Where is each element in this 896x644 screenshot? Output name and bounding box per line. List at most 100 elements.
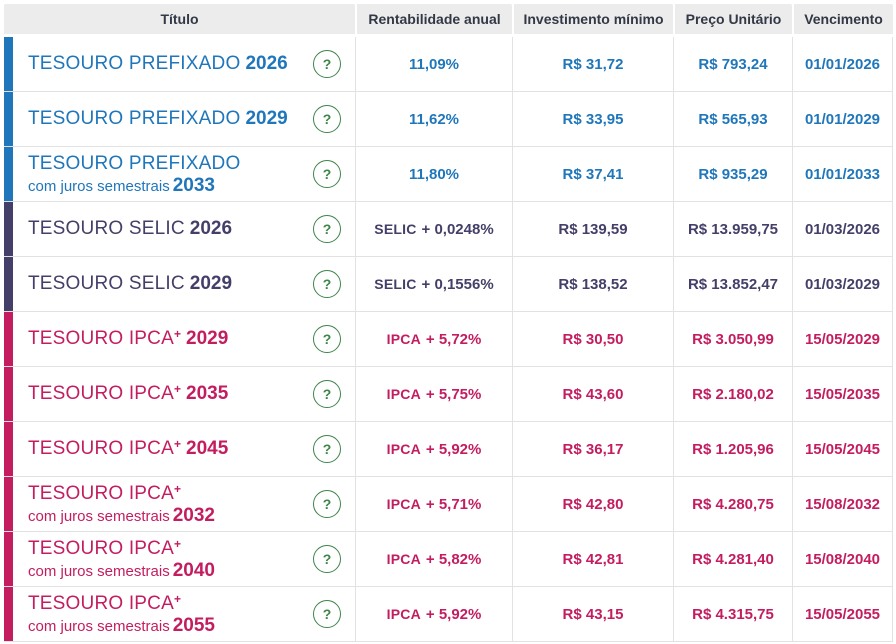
- bond-title-cell: TESOURO PREFIXADO 2026 ?: [4, 37, 355, 91]
- help-icon[interactable]: ?: [313, 270, 341, 298]
- rate-value: + 5,82%: [425, 550, 482, 568]
- rate-value: + 5,92%: [425, 605, 482, 623]
- plus-sup-icon: +: [173, 481, 181, 496]
- bond-title-line2: com juros semestrais 2033: [28, 174, 313, 197]
- plus-sup-icon: +: [173, 327, 181, 341]
- help-icon[interactable]: ?: [313, 325, 341, 353]
- table-row[interactable]: TESOURO IPCA+ com juros semestrais 2032 ?…: [4, 477, 893, 532]
- rate-value: + 0,1556%: [421, 275, 494, 293]
- min-investment-cell: R$ 43,15: [512, 587, 673, 641]
- rate-index-label: SELIC: [374, 221, 417, 237]
- unit-price-cell: R$ 935,29: [673, 147, 792, 201]
- table-row[interactable]: TESOURO IPCA+ com juros semestrais 2055 ?…: [4, 587, 893, 642]
- bond-name: TESOURO SELIC: [28, 273, 185, 294]
- maturity-cell: 15/05/2045: [792, 422, 893, 476]
- table-row[interactable]: TESOURO PREFIXADO 2026 ? 11,09% R$ 31,72 …: [4, 37, 893, 92]
- annual-rate-cell: SELIC + 0,0248%: [355, 202, 512, 256]
- column-header-preco: Preço Unitário: [673, 4, 792, 34]
- plus-sup-icon: +: [173, 591, 181, 606]
- help-icon[interactable]: ?: [313, 160, 341, 188]
- annual-rate-cell: IPCA + 5,75%: [355, 367, 512, 421]
- bond-name: TESOURO PREFIXADO: [28, 152, 241, 174]
- unit-price-cell: R$ 4.315,75: [673, 587, 792, 641]
- bond-title-cell: TESOURO SELIC 2029 ?: [4, 257, 355, 311]
- bond-title-cell: TESOURO IPCA+ com juros semestrais 2040 ?: [4, 532, 355, 586]
- rate-value: + 5,71%: [425, 495, 482, 513]
- rate-value: + 5,72%: [425, 330, 482, 348]
- table-row[interactable]: TESOURO SELIC 2029 ? SELIC + 0,1556% R$ 13…: [4, 257, 893, 312]
- bond-name: TESOURO PREFIXADO: [28, 108, 241, 129]
- bond-title: TESOURO SELIC 2029: [28, 272, 313, 296]
- column-header-rentabilidade: Rentabilidade anual: [355, 4, 512, 34]
- table-row[interactable]: TESOURO IPCA+ com juros semestrais 2040 ?…: [4, 532, 893, 587]
- bond-name: TESOURO IPCA: [28, 328, 174, 349]
- bond-year: 2040: [172, 559, 215, 581]
- min-investment-cell: R$ 42,81: [512, 532, 673, 586]
- bond-name: TESOURO IPCA: [28, 537, 174, 559]
- annual-rate-cell: IPCA + 5,92%: [355, 587, 512, 641]
- bond-year: 2032: [172, 504, 215, 526]
- bond-title-cell: TESOURO PREFIXADO com juros semestrais 20…: [4, 147, 355, 201]
- table-row[interactable]: TESOURO SELIC 2026 ? SELIC + 0,0248% R$ 13…: [4, 202, 893, 257]
- bond-year: 2029: [189, 273, 233, 294]
- rate-index-label: IPCA: [386, 331, 421, 347]
- help-icon[interactable]: ?: [313, 380, 341, 408]
- bond-year: 2045: [186, 438, 229, 459]
- bond-year: 2033: [172, 174, 215, 196]
- table-row[interactable]: TESOURO PREFIXADO com juros semestrais 20…: [4, 147, 893, 202]
- bond-title: TESOURO IPCA+ com juros semestrais 2055: [28, 592, 313, 637]
- help-icon[interactable]: ?: [313, 105, 341, 133]
- rate-index-label: IPCA: [386, 551, 421, 567]
- annual-rate-cell: IPCA + 5,72%: [355, 312, 512, 366]
- table-header: Título Rentabilidade anual Investimento …: [4, 4, 893, 34]
- bond-title: TESOURO IPCA+ com juros semestrais 2040: [28, 537, 313, 582]
- bond-title-line1: TESOURO SELIC 2026: [28, 217, 313, 241]
- bond-title-cell: TESOURO IPCA+ 2035 ?: [4, 367, 355, 421]
- maturity-cell: 01/03/2026: [792, 202, 893, 256]
- bond-title-line1: TESOURO IPCA+: [28, 482, 313, 506]
- rate-value: + 0,0248%: [421, 220, 494, 238]
- bond-title: TESOURO PREFIXADO 2026: [28, 52, 313, 76]
- help-icon[interactable]: ?: [313, 215, 341, 243]
- table-row[interactable]: TESOURO IPCA+ 2045 ? IPCA + 5,92% R$ 36,17…: [4, 422, 893, 477]
- bond-title: TESOURO IPCA+ com juros semestrais 2032: [28, 482, 313, 527]
- table-row[interactable]: TESOURO PREFIXADO 2029 ? 11,62% R$ 33,95 …: [4, 92, 893, 147]
- table-row[interactable]: TESOURO IPCA+ 2035 ? IPCA + 5,75% R$ 43,60…: [4, 367, 893, 422]
- maturity-cell: 15/05/2055: [792, 587, 893, 641]
- help-icon[interactable]: ?: [313, 490, 341, 518]
- bond-title: TESOURO IPCA+ 2045: [28, 437, 313, 461]
- bond-title-cell: TESOURO IPCA+ com juros semestrais 2032 ?: [4, 477, 355, 531]
- bond-title-line1: TESOURO PREFIXADO 2026: [28, 52, 313, 76]
- maturity-cell: 15/05/2035: [792, 367, 893, 421]
- maturity-cell: 15/08/2032: [792, 477, 893, 531]
- rate-value: + 5,92%: [425, 440, 482, 458]
- min-investment-cell: R$ 139,59: [512, 202, 673, 256]
- bond-title-line2: com juros semestrais 2040: [28, 559, 313, 582]
- unit-price-cell: R$ 1.205,96: [673, 422, 792, 476]
- help-icon[interactable]: ?: [313, 435, 341, 463]
- annual-rate-cell: 11,80%: [355, 147, 512, 201]
- bond-title-cell: TESOURO IPCA+ 2029 ?: [4, 312, 355, 366]
- rate-index-label: IPCA: [386, 496, 421, 512]
- bond-table: Título Rentabilidade anual Investimento …: [4, 4, 893, 642]
- bond-color-bar: [4, 202, 13, 256]
- help-icon[interactable]: ?: [313, 545, 341, 573]
- bond-title-line1: TESOURO IPCA+: [28, 537, 313, 561]
- table-row[interactable]: TESOURO IPCA+ 2029 ? IPCA + 5,72% R$ 30,50…: [4, 312, 893, 367]
- annual-rate-cell: IPCA + 5,71%: [355, 477, 512, 531]
- column-header-investimento: Investimento mínimo: [512, 4, 673, 34]
- unit-price-cell: R$ 4.280,75: [673, 477, 792, 531]
- help-icon[interactable]: ?: [313, 50, 341, 78]
- bond-title-line2: com juros semestrais 2032: [28, 504, 313, 527]
- bond-name: TESOURO IPCA: [28, 592, 174, 614]
- bond-title-cell: TESOURO SELIC 2026 ?: [4, 202, 355, 256]
- rate-index-label: IPCA: [386, 606, 421, 622]
- bond-title-line1: TESOURO IPCA+: [28, 592, 313, 616]
- bond-year: 2035: [186, 383, 229, 404]
- help-icon[interactable]: ?: [313, 600, 341, 628]
- bond-title: TESOURO PREFIXADO 2029: [28, 107, 313, 131]
- maturity-cell: 15/08/2040: [792, 532, 893, 586]
- rate-value: 11,09%: [408, 55, 460, 73]
- bond-year: 2055: [172, 614, 215, 636]
- rate-index-label: IPCA: [386, 386, 421, 402]
